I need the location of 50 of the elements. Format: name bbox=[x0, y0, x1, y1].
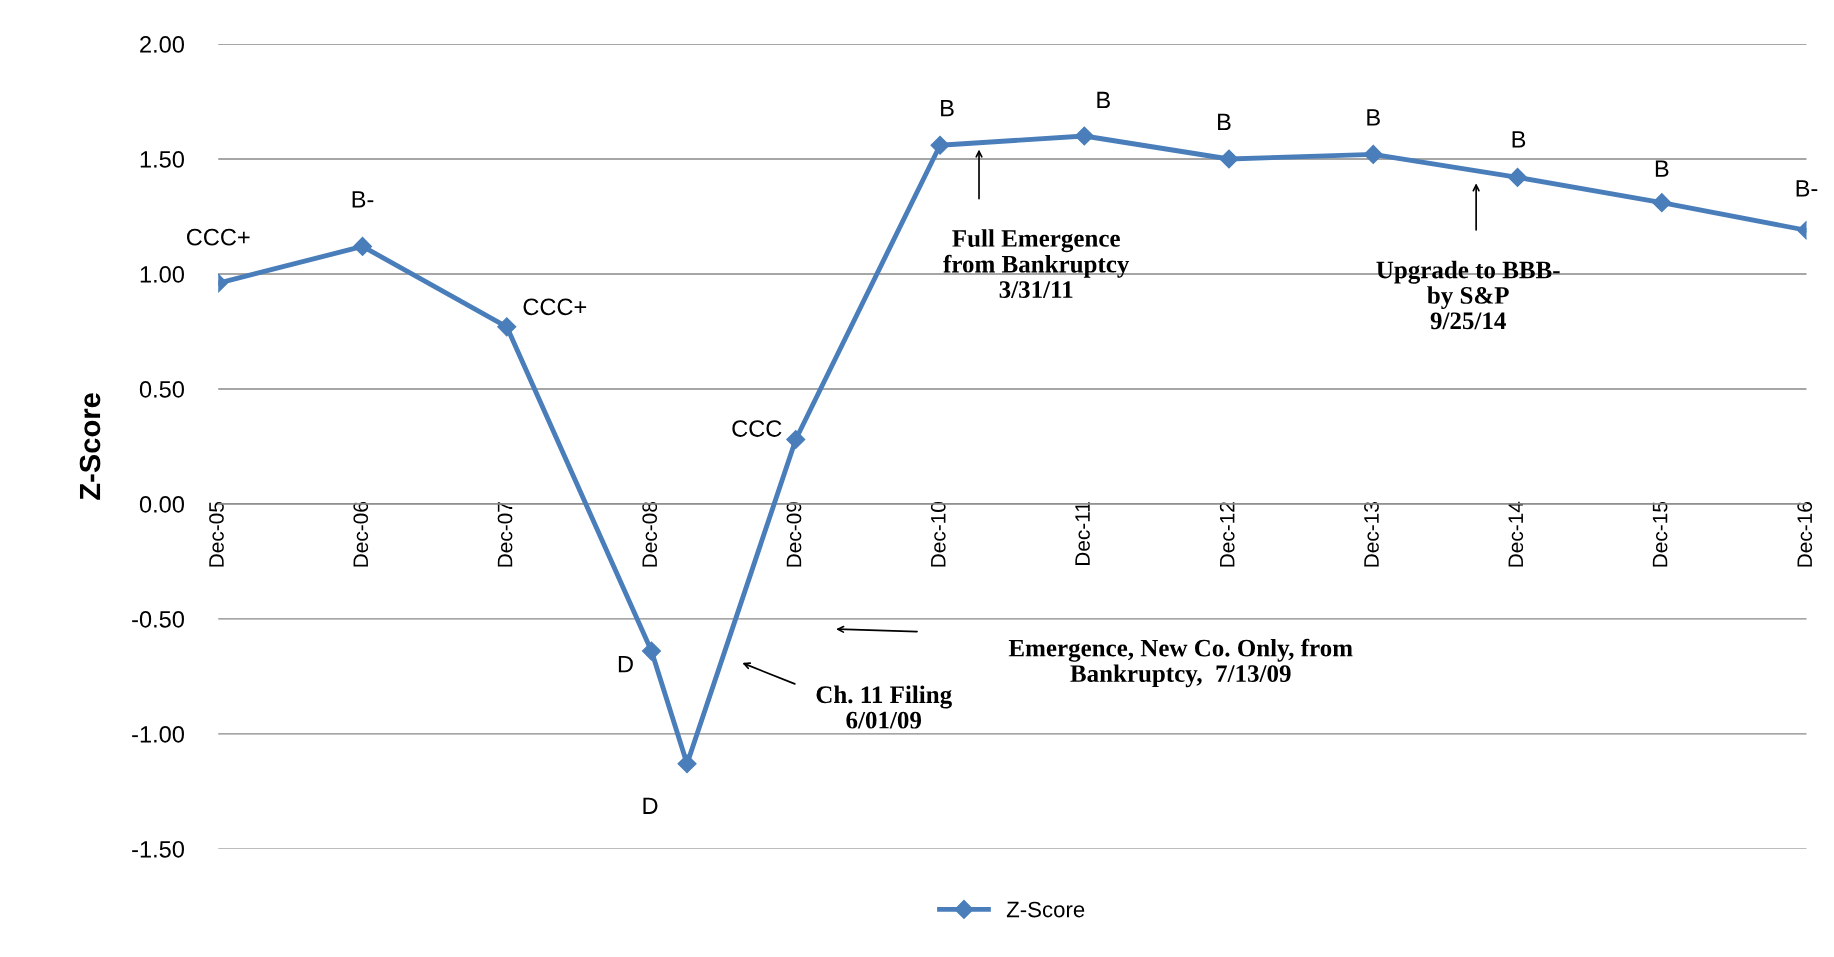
annotation: B bbox=[1367, 109, 1380, 126]
point bbox=[1219, 149, 1239, 169]
point bbox=[677, 754, 697, 774]
point bbox=[497, 317, 517, 337]
annotation: B bbox=[1097, 91, 1110, 109]
y-tick-label: 0.50 bbox=[139, 381, 184, 398]
x-tick-label: Dec-08 bbox=[642, 502, 658, 567]
y-tick-label: -1.50 bbox=[132, 840, 184, 858]
annotation: B bbox=[1512, 131, 1526, 148]
point bbox=[930, 135, 950, 155]
point bbox=[786, 430, 806, 450]
point bbox=[641, 641, 662, 661]
y-tick-label: 1.50 bbox=[140, 151, 184, 168]
point bbox=[1652, 193, 1672, 213]
x-tick-label: Dec-12 bbox=[1219, 502, 1235, 567]
x-tick-label: Dec-15 bbox=[1652, 502, 1668, 567]
y-tick-label: 0.00 bbox=[139, 496, 184, 513]
x-tick-label: Dec-09 bbox=[786, 502, 802, 567]
x-tick-label: Dec-16 bbox=[1797, 502, 1813, 567]
y-tick-label: -0.50 bbox=[132, 610, 184, 628]
x-tick-label: Dec-14 bbox=[1508, 501, 1524, 567]
point bbox=[1508, 167, 1528, 187]
point bbox=[352, 236, 373, 256]
x-tick-label: Dec-10 bbox=[930, 501, 946, 567]
y-axis-title: Z-Score bbox=[79, 393, 101, 500]
annotation: B- bbox=[352, 191, 374, 208]
y-tick-label: 2.00 bbox=[140, 36, 184, 53]
annotation: Emergence, New Co. Only, from Bankruptcy, 7/13/09 bbox=[1008, 638, 1353, 688]
annotation: CCC+ bbox=[186, 228, 250, 246]
annotation: B bbox=[1218, 113, 1231, 131]
x-tick-label: Dec-13 bbox=[1364, 502, 1379, 567]
legend-label: Z-Score bbox=[1006, 901, 1085, 918]
point bbox=[1363, 144, 1383, 164]
annotation: B bbox=[941, 100, 954, 117]
x-tick-label: Dec-07 bbox=[497, 502, 513, 567]
annotation: CCC+ bbox=[523, 298, 587, 316]
annotation: D bbox=[643, 797, 658, 814]
annotation: Full Emergence from Bankruptcy 3/31/11 bbox=[943, 229, 1130, 298]
x-tick-label: Dec-11 bbox=[1075, 502, 1090, 566]
x-tick-label: Dec-05 bbox=[209, 502, 224, 567]
point bbox=[1074, 126, 1094, 146]
annotation: CCC bbox=[732, 420, 782, 437]
y-tick-label: -1.00 bbox=[132, 725, 184, 743]
y-tick-label: 1.00 bbox=[140, 266, 184, 283]
annotation: Ch. 11 Filing 6/01/09 bbox=[816, 685, 952, 729]
annotation: D bbox=[618, 655, 633, 673]
annotation: B bbox=[1655, 160, 1669, 177]
x-tick-label: Dec-06 bbox=[353, 502, 369, 567]
annotation: Upgrade to BBB- by S&P 9/25/14 bbox=[1376, 260, 1560, 330]
annotation: B- bbox=[1796, 180, 1818, 197]
